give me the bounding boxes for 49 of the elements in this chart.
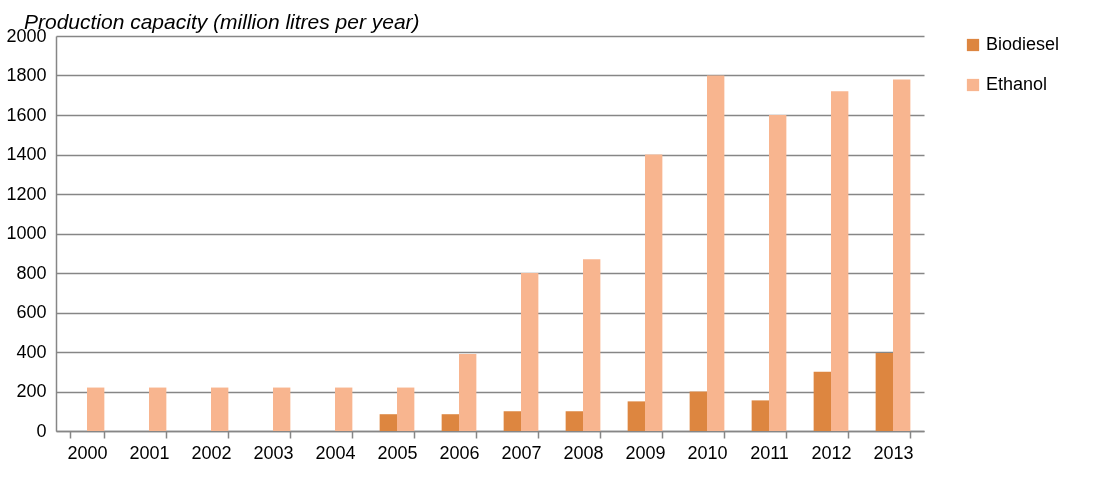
y-tick-label: 1400	[6, 144, 47, 164]
bar	[441, 414, 459, 431]
bar	[893, 79, 911, 431]
x-tick-label: 2002	[191, 442, 232, 463]
bar	[379, 414, 397, 431]
x-tick-label: 2005	[377, 442, 418, 463]
y-tick-label: 1600	[6, 104, 47, 125]
legend-label: Ethanol	[986, 74, 1048, 94]
y-tick-label: 400	[16, 341, 47, 362]
y-tick-label: 0	[36, 420, 47, 441]
bar	[769, 115, 787, 431]
bar	[335, 387, 353, 431]
bar	[689, 391, 707, 431]
x-tick-label: 2012	[811, 442, 852, 463]
x-tick-label: 2003	[253, 442, 294, 463]
x-tick-label: 2011	[750, 442, 789, 463]
x-tick-label: 2010	[687, 442, 728, 463]
x-tick-label: 2001	[129, 442, 170, 463]
bar	[707, 75, 725, 431]
y-tick-label: 1800	[6, 65, 47, 85]
bar	[459, 353, 477, 431]
bar	[813, 371, 831, 431]
bar	[831, 91, 849, 431]
bar	[397, 387, 415, 431]
bar	[645, 154, 663, 431]
x-tick-label: 2004	[315, 442, 356, 463]
x-tick-label: 2000	[67, 442, 108, 463]
y-tick-label: 1000	[6, 223, 47, 243]
y-tick-label: 800	[16, 262, 47, 283]
y-tick-label: 1200	[6, 183, 47, 204]
bar	[875, 352, 893, 431]
y-tick-label: 200	[16, 381, 47, 401]
bar	[627, 401, 645, 431]
x-tick-label: 2013	[873, 442, 914, 463]
bar	[751, 400, 769, 431]
bar	[565, 411, 583, 431]
bar	[87, 387, 105, 431]
x-tick-label: 2007	[501, 442, 542, 463]
y-tick-label: 600	[16, 302, 47, 322]
bar	[503, 411, 521, 431]
legend-label: Biodiesel	[986, 34, 1060, 54]
x-tick-label: 2009	[625, 442, 666, 463]
bar	[273, 387, 291, 431]
bar	[583, 259, 601, 431]
x-tick-label: 2008	[563, 442, 604, 463]
bar	[149, 387, 167, 431]
bar	[521, 273, 539, 431]
x-tick-label: 2006	[439, 442, 480, 463]
bar	[211, 387, 229, 431]
